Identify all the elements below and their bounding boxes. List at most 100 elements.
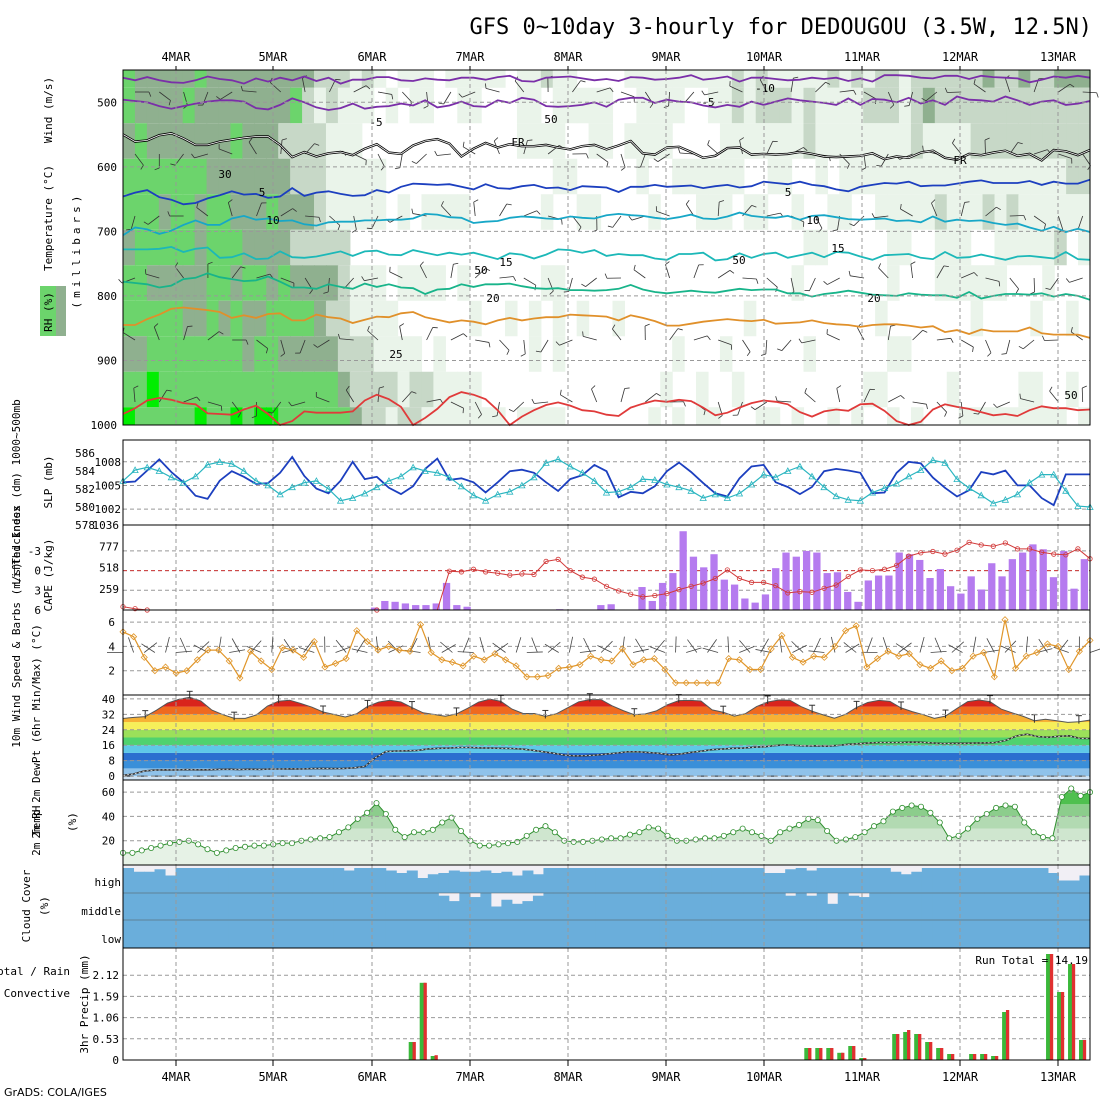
rh-cell — [290, 123, 303, 159]
wind-barb — [153, 326, 160, 341]
rh-cell — [863, 70, 876, 88]
wind-barb — [227, 202, 233, 217]
pressure-tick: 600 — [97, 161, 117, 174]
rh-cell — [982, 87, 996, 124]
rh-cell — [982, 407, 996, 425]
cape-bar — [679, 531, 687, 610]
wind-barb — [174, 266, 184, 279]
cloud-cell — [701, 893, 713, 920]
thickness-marker — [965, 484, 973, 491]
lifted-index-marker — [664, 590, 670, 597]
rh-cell — [373, 70, 387, 88]
wind-barb — [985, 277, 1000, 282]
cloud-cell — [175, 868, 187, 893]
wind-barb-flag — [719, 200, 725, 203]
rh-cell — [278, 158, 291, 195]
thickness-marker — [264, 481, 272, 489]
rh-cell — [1018, 123, 1031, 159]
cloud-cell — [259, 893, 271, 920]
wind-speed-marker — [225, 657, 233, 665]
wind-barb — [717, 202, 720, 217]
cloud-cell — [585, 920, 597, 948]
cloud-cell — [196, 893, 208, 920]
rh-marker — [908, 802, 915, 809]
rh-marker — [486, 842, 493, 849]
wind-barb — [402, 391, 412, 403]
wind-barb — [572, 80, 581, 93]
contour-label: 50 — [1064, 389, 1077, 402]
rh-cell — [1066, 300, 1079, 337]
cloud-cell — [764, 920, 776, 948]
wind-barb-flag — [506, 350, 510, 355]
wind-10m-barb — [632, 648, 649, 653]
lifted-index-marker — [1075, 546, 1081, 552]
cloud-cell — [1005, 920, 1017, 948]
date-label-bottom: 5MAR — [259, 1070, 289, 1084]
rh-cell — [564, 70, 578, 88]
rh-marker — [533, 826, 540, 833]
wind-barb-flag — [453, 262, 459, 265]
wind-speed-marker — [650, 655, 658, 663]
wind-speed-marker — [555, 664, 563, 672]
rh-cell — [158, 158, 172, 195]
temp-band — [123, 745, 1090, 753]
lifted-index-marker — [930, 548, 936, 555]
rh-marker — [805, 815, 812, 822]
wind-speed-marker — [140, 653, 148, 661]
rh-cell — [325, 336, 339, 372]
rh-marker — [364, 809, 371, 816]
thickness-marker — [409, 463, 417, 471]
wind-barb-flag — [240, 85, 243, 91]
rh-marker — [1011, 803, 1018, 810]
rh-cell — [218, 407, 232, 425]
rh-cell — [958, 123, 972, 159]
thickness-marker — [627, 483, 635, 491]
rh-cell — [839, 123, 852, 159]
wind-barb — [857, 327, 865, 341]
wind-barb — [815, 81, 826, 93]
cloud-cell — [785, 920, 797, 948]
cloud-cell — [900, 893, 912, 920]
thickness-marker — [590, 477, 599, 484]
rh-band — [123, 840, 1090, 865]
cape-bar — [998, 576, 1006, 610]
rh-cell — [158, 336, 172, 372]
rh-marker — [758, 832, 765, 839]
cloud-cell — [795, 893, 807, 920]
cloud-cell — [175, 920, 187, 948]
precip-total-bar — [947, 1054, 954, 1060]
rh-cell — [337, 194, 351, 230]
rh-cell — [123, 371, 136, 408]
wind-speed-marker — [863, 663, 871, 671]
rh-cell — [946, 123, 960, 159]
wind-barb-flag — [148, 91, 152, 97]
thickness-marker — [421, 467, 429, 474]
wind-10m-barb — [583, 637, 591, 653]
precip-ylabel: 3hr Precip (mm) — [78, 954, 91, 1053]
wind-barb — [960, 202, 965, 217]
li-tick: 6 — [34, 604, 41, 617]
lifted-index-marker — [700, 580, 706, 586]
rh-cell — [827, 87, 840, 124]
rh-cell — [1018, 87, 1031, 124]
cloud-cell — [690, 893, 702, 920]
cloud-cell — [764, 893, 776, 920]
rh-cell — [1006, 123, 1019, 159]
wind-barb — [485, 87, 500, 93]
date-label-top: 11MAR — [844, 50, 881, 64]
wind-barb — [839, 89, 854, 93]
wind-barb — [781, 339, 792, 351]
wind-barb — [218, 148, 233, 155]
rh-cell — [934, 70, 948, 88]
rh-cell — [290, 229, 303, 266]
wind-speed-marker — [406, 647, 414, 655]
cloud-cell — [238, 893, 250, 920]
rh-cell — [958, 70, 972, 88]
rh-cell — [278, 300, 291, 337]
wind-barb — [1020, 398, 1035, 403]
wind-barb — [499, 339, 510, 351]
cloud-cell — [774, 873, 786, 893]
thickness-marker — [953, 475, 961, 482]
cloud-cell — [574, 893, 586, 920]
